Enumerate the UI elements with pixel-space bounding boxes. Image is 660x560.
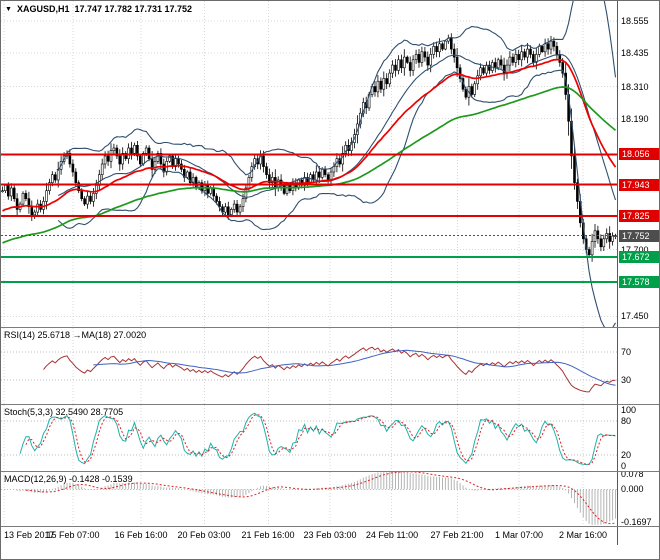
current-price-line-label[interactable]: 17.752 [619, 230, 659, 242]
stoch-tick-label: 20 [621, 450, 632, 460]
stoch-row: Stoch(5,3,3) 32.5490 28.7705 100 80 20 0 [1, 405, 659, 471]
vertical-grid [3, 472, 584, 526]
ohlc-values: 17.747 17.782 17.731 17.752 [74, 4, 193, 14]
resistance-line-2-label[interactable]: 17.943 [619, 179, 659, 191]
stoch-tick-label: 100 [621, 405, 637, 415]
time-axis-row[interactable]: 13 Feb 2017 15 Feb 07:00 16 Feb 16:00 20 Fe… [1, 527, 659, 545]
panel-separator [1, 526, 659, 527]
rsi-tick-label: 30 [621, 375, 632, 385]
resistance-line-1-label[interactable]: 18.056 [619, 148, 659, 160]
panel-separator[interactable] [1, 471, 659, 472]
price-tick-label: 17.450 [621, 311, 649, 321]
time-tick-label: 2 Mar 16:00 [558, 530, 608, 540]
main-chart-canvas[interactable] [1, 1, 617, 327]
rsi-panel[interactable]: RSI(14) 25.6718 →MA(18) 27.0020 [1, 328, 617, 404]
rsi-axis[interactable]: 70 30 [617, 328, 659, 404]
time-tick-label: 16 Feb 16:00 [114, 530, 168, 540]
panel-separator[interactable] [1, 327, 659, 328]
stochastic-panel[interactable]: Stoch(5,3,3) 32.5490 28.7705 [1, 405, 617, 471]
macd-axis[interactable]: 0.078 0.000 -0.1697 [617, 472, 659, 526]
price-tick-label: 18.190 [621, 114, 649, 124]
rsi-canvas[interactable] [1, 328, 617, 404]
horizontal-grid [1, 20, 617, 317]
bollinger-upper-band [57, 1, 617, 176]
rsi-tick-label: 70 [621, 347, 632, 357]
stoch-tick-label: 80 [621, 416, 632, 426]
rsi-label: RSI(14) 25.6718 →MA(18) 27.0020 [4, 330, 147, 340]
support-line-2-label[interactable]: 17.578 [619, 276, 659, 288]
candles [1, 38, 617, 256]
stochastic-canvas[interactable] [1, 405, 617, 471]
support-line-1-label[interactable]: 17.672 [619, 251, 659, 263]
price-tick-label: 18.555 [621, 16, 649, 26]
vertical-grid [3, 405, 584, 471]
time-tick-label: 20 Feb 03:00 [177, 530, 231, 540]
price-tick-label: 18.435 [621, 48, 649, 58]
macd-canvas[interactable] [1, 472, 617, 526]
price-tick-label: 17.700 [621, 245, 649, 255]
time-tick-label: 23 Feb 03:00 [303, 530, 357, 540]
time-tick-label: 1 Mar 07:00 [494, 530, 544, 540]
stochastic-signal-line [25, 414, 616, 465]
macd-tick-label: -0.1697 [621, 517, 652, 526]
ma-red-line [2, 58, 617, 212]
price-axis[interactable]: 18.555 18.435 18.310 18.190 17.700 17.450 18.0… [617, 1, 659, 327]
symbol-timeframe: XAGUSD,H1 [16, 4, 70, 14]
macd-tick-label: 0.078 [621, 472, 644, 479]
chart-title: ▼ XAGUSD,H1 17.747 17.782 17.731 17.752 [5, 4, 192, 14]
main-chart-row: ▼ XAGUSD,H1 17.747 17.782 17.731 17.752 … [1, 1, 659, 327]
stoch-tick-label: 0 [621, 461, 627, 471]
vertical-grid [3, 1, 584, 327]
stochastic-axis[interactable]: 100 80 20 0 [617, 405, 659, 471]
ma-green-line [2, 86, 617, 244]
time-axis-corner [617, 527, 659, 545]
macd-panel[interactable]: MACD(12,26,9) -0.1428 -0.1539 [1, 472, 617, 526]
candle-wicks [2, 33, 616, 262]
macd-signal-line [25, 472, 616, 525]
resistance-line-3-label[interactable]: 17.825 [619, 210, 659, 222]
macd-row: MACD(12,26,9) -0.1428 -0.1539 0.078 0.000… [1, 472, 659, 526]
price-tick-label: 18.310 [621, 82, 649, 92]
bollinger-lower-band [57, 69, 616, 327]
rsi-ma-line [93, 349, 616, 386]
time-tick-label: 15 Feb 07:00 [46, 530, 100, 540]
time-tick-label: 27 Feb 21:00 [430, 530, 484, 540]
chart-dropdown-icon[interactable]: ▼ [5, 5, 12, 13]
macd-tick-label: 0.000 [621, 484, 644, 494]
stochastic-main-line [19, 412, 616, 466]
time-tick-label: 13 Feb 2017 [4, 530, 55, 540]
rsi-row: RSI(14) 25.6718 →MA(18) 27.0020 70 30 [1, 328, 659, 404]
macd-label: MACD(12,26,9) -0.1428 -0.1539 [4, 474, 133, 484]
panel-separator[interactable] [1, 404, 659, 405]
time-axis[interactable]: 13 Feb 2017 15 Feb 07:00 16 Feb 16:00 20 Fe… [1, 527, 617, 545]
stochastic-label: Stoch(5,3,3) 32.5490 28.7705 [4, 407, 124, 417]
main-chart-panel[interactable]: ▼ XAGUSD,H1 17.747 17.782 17.731 17.752 [1, 1, 617, 327]
time-tick-label: 21 Feb 16:00 [241, 530, 295, 540]
time-tick-label: 24 Feb 11:00 [365, 530, 419, 540]
rsi-line [43, 346, 616, 393]
